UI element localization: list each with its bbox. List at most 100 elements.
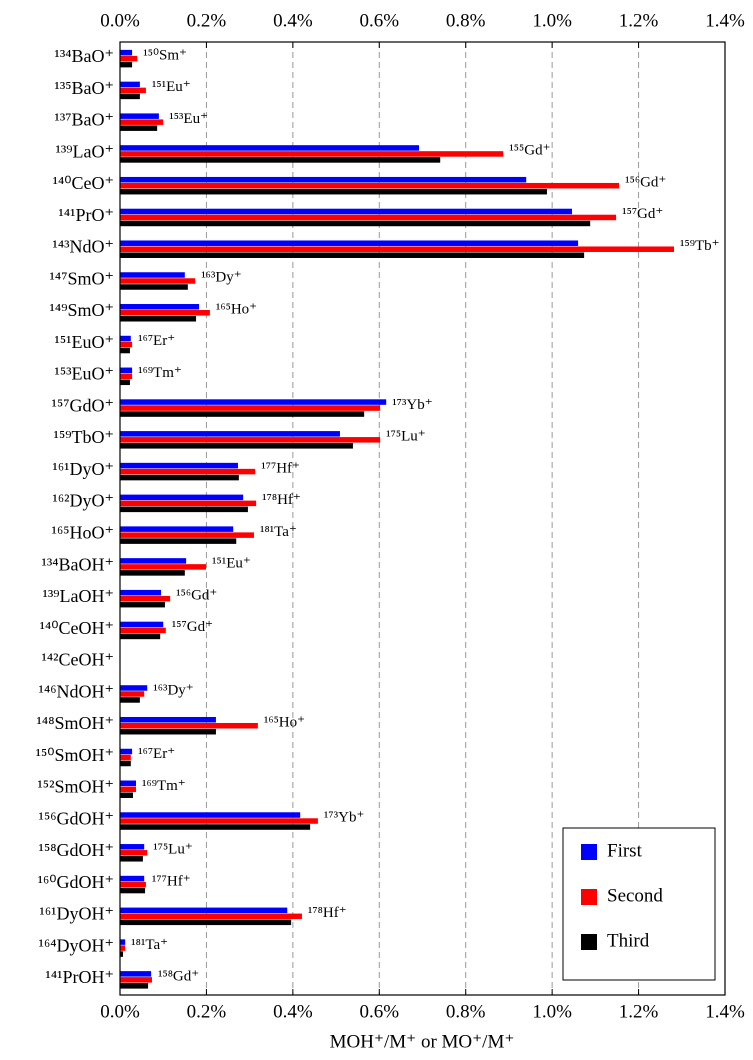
- bar: [120, 208, 573, 215]
- y-tick-label: ¹⁴⁰CeO⁺: [53, 173, 114, 193]
- annotation: ¹⁸¹Ta⁺: [131, 937, 168, 953]
- bar: [120, 780, 136, 787]
- annotation: ¹⁶⁹Tm⁺: [138, 365, 182, 381]
- bar: [120, 272, 185, 278]
- bar: [120, 951, 124, 957]
- bar: [120, 564, 206, 570]
- legend-swatch: [581, 844, 597, 860]
- annotation: ¹⁷³Yb⁺: [324, 810, 364, 826]
- bar: [120, 55, 138, 62]
- bar: [120, 468, 256, 475]
- bar: [120, 252, 585, 258]
- y-tick-label: ¹⁵⁹TbO⁺: [54, 427, 114, 447]
- bar: [120, 907, 288, 914]
- y-tick-label: ¹⁴⁹SmO⁺: [50, 300, 114, 320]
- y-tick-label: ¹⁵⁷GdO⁺: [52, 395, 114, 415]
- bar: [120, 125, 158, 131]
- bar: [120, 113, 159, 119]
- bar: [120, 379, 130, 386]
- bar: [120, 462, 238, 469]
- bar: [120, 875, 145, 882]
- bar: [120, 685, 148, 691]
- x-tick-label-top: 0.2%: [187, 10, 227, 31]
- annotation: ¹⁵⁷Gd⁺: [622, 206, 663, 222]
- bar: [120, 411, 365, 417]
- y-tick-label: ¹⁶⁴DyOH⁺: [39, 935, 114, 955]
- x-tick-label-top: 0.8%: [446, 10, 486, 31]
- y-tick-label: ¹⁵⁶GdOH⁺: [39, 808, 114, 828]
- x-tick-label: 0.2%: [187, 1001, 227, 1022]
- annotation: ¹⁶⁷Er⁺: [138, 333, 175, 349]
- y-tick-label: ¹³⁵BaO⁺: [54, 78, 114, 98]
- x-tick-label-top: 1.4%: [705, 10, 745, 31]
- bar: [120, 760, 131, 767]
- bar: [120, 347, 130, 354]
- y-tick-label: ¹⁴¹PrOH⁺: [45, 967, 114, 987]
- x-tick-label-top: 1.2%: [619, 10, 659, 31]
- bar: [120, 81, 140, 88]
- annotation: ¹⁵¹Eu⁺: [212, 556, 251, 572]
- annotation: ¹⁷⁵Lu⁺: [386, 429, 426, 445]
- annotation: ¹⁸¹Ta⁺: [260, 524, 297, 540]
- y-tick-label: ¹⁵⁰SmOH⁺: [36, 745, 114, 765]
- bar: [120, 431, 340, 437]
- bar: [120, 919, 292, 926]
- annotation: ¹⁶⁵Ho⁺: [216, 301, 257, 317]
- bar: [120, 722, 258, 729]
- bar: [120, 151, 504, 157]
- bar: [120, 474, 239, 481]
- annotation: ¹⁵³Eu⁺: [169, 111, 208, 127]
- bar: [120, 881, 146, 888]
- annotation: ¹⁶⁵Ho⁺: [264, 714, 305, 730]
- y-tick-label: ¹³⁹LaOH⁺: [42, 586, 114, 606]
- bar: [120, 945, 126, 951]
- annotation: ¹⁵⁶Gd⁺: [176, 587, 217, 603]
- x-tick-label: 1.2%: [619, 1001, 659, 1022]
- bar: [120, 691, 145, 697]
- y-tick-label: ¹⁴¹PrO⁺: [58, 205, 114, 225]
- bar: [120, 850, 148, 856]
- bar: [120, 506, 248, 513]
- bar: [120, 818, 318, 824]
- bar: [120, 812, 301, 818]
- x-tick-label-top: 1.0%: [532, 10, 572, 31]
- y-tick-label: ¹⁶¹DyO⁺: [52, 459, 114, 479]
- annotation: ¹⁵⁵Gd⁺: [509, 143, 550, 159]
- bar: [120, 621, 164, 628]
- legend-swatch: [581, 889, 597, 905]
- y-tick-label: ¹³⁴BaO⁺: [54, 46, 114, 66]
- annotation: ¹⁵⁰Sm⁺: [143, 47, 187, 63]
- bar: [120, 93, 140, 100]
- bar: [120, 716, 216, 723]
- y-tick-label: ¹⁵¹EuO⁺: [54, 332, 114, 352]
- y-tick-label: ¹⁵³EuO⁺: [54, 364, 114, 384]
- bar: [120, 240, 579, 246]
- x-axis-label: MOH⁺/M⁺ or MO⁺/M⁺: [330, 1031, 515, 1052]
- bar: [120, 335, 131, 342]
- bar: [120, 246, 675, 252]
- annotation: ¹⁷³Yb⁺: [392, 397, 432, 413]
- bar: [120, 49, 133, 56]
- bar: [120, 844, 145, 850]
- bar: [120, 627, 166, 634]
- annotation: ¹⁷⁷Hf⁺: [261, 460, 300, 476]
- bar: [120, 538, 237, 544]
- x-tick-label: 0.6%: [359, 1001, 399, 1022]
- bar: [120, 182, 620, 189]
- bar: [120, 601, 165, 608]
- bar: [120, 443, 353, 449]
- legend-label: Third: [607, 930, 650, 951]
- annotation: ¹⁷⁸Hf⁺: [262, 492, 301, 508]
- x-tick-label-top: 0.6%: [359, 10, 399, 31]
- bar: [120, 728, 216, 735]
- annotation: ¹⁶⁷Er⁺: [138, 746, 175, 762]
- bar: [120, 214, 617, 221]
- bar: [120, 558, 187, 564]
- y-tick-label: ¹⁴⁶NdOH⁺: [39, 681, 114, 701]
- legend-label: Second: [607, 885, 663, 906]
- bar: [120, 220, 591, 227]
- bar: [120, 697, 140, 703]
- bar: [120, 748, 133, 755]
- bar: [120, 176, 527, 183]
